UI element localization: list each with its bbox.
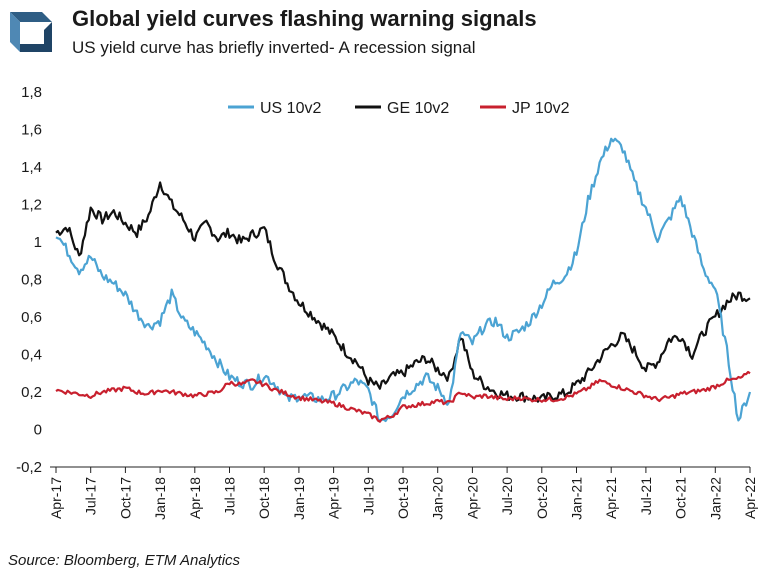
source-note: Source: Bloomberg, ETM Analytics bbox=[8, 552, 241, 569]
x-tick-label: Jan-22 bbox=[707, 477, 723, 520]
y-tick-label: -0,2 bbox=[16, 459, 42, 476]
x-tick-label: Apr-19 bbox=[326, 477, 342, 519]
y-tick-label: 0,6 bbox=[21, 309, 42, 326]
legend-label: GE 10v2 bbox=[387, 100, 449, 117]
y-tick-label: 1,2 bbox=[21, 197, 42, 214]
x-tick-label: Jul-17 bbox=[83, 477, 99, 515]
x-tick-label: Jul-19 bbox=[360, 477, 376, 515]
series-line-ge-10v2 bbox=[55, 181, 751, 403]
x-tick-label: Oct-18 bbox=[256, 477, 272, 519]
y-tick-label: 1,4 bbox=[21, 159, 42, 176]
series-line-us-10v2 bbox=[55, 137, 752, 423]
y-tick-label: 0,8 bbox=[21, 272, 42, 289]
y-tick-label: 1 bbox=[34, 234, 42, 251]
chart-subtitle: US yield curve has briefly inverted- A r… bbox=[72, 38, 476, 57]
x-tick-label: Apr-20 bbox=[464, 477, 480, 519]
y-tick-label: 1,6 bbox=[21, 122, 42, 139]
chart-title: Global yield curves flashing warning sig… bbox=[72, 6, 537, 31]
x-tick-label: Oct-17 bbox=[117, 477, 133, 519]
chart-axes: -0,2 0 0,2 0,4 0,6 0,8 1 1,2 1,4 1,6 1,8 Apr-17 Jul-… bbox=[16, 84, 758, 520]
x-tick-label: Jan-19 bbox=[291, 477, 307, 520]
series-line-jp-10v2 bbox=[55, 370, 751, 423]
x-tick-label: Oct-19 bbox=[395, 477, 411, 519]
y-tick-label: 0,4 bbox=[21, 347, 42, 364]
y-tick-label: 1,8 bbox=[21, 84, 42, 101]
line-chart: -0,2 0 0,2 0,4 0,6 0,8 1 1,2 1,4 1,6 1,8 Apr-17 Jul-… bbox=[16, 84, 758, 520]
x-tick-label: Oct-21 bbox=[673, 477, 689, 519]
x-tick-label: Jan-20 bbox=[430, 477, 446, 520]
chart-legend: US 10v2 GE 10v2 JP 10v2 bbox=[228, 100, 570, 117]
x-tick-label: Apr-17 bbox=[48, 477, 64, 519]
y-tick-label: 0 bbox=[34, 422, 42, 439]
x-tick-label: Jul-20 bbox=[499, 477, 515, 515]
legend-label: JP 10v2 bbox=[512, 100, 570, 117]
x-tick-label: Oct-20 bbox=[534, 477, 550, 519]
y-tick-label: 0,2 bbox=[21, 384, 42, 401]
chart-series bbox=[55, 137, 752, 423]
legend-label: US 10v2 bbox=[260, 100, 321, 117]
x-tick-label: Jul-18 bbox=[222, 477, 238, 515]
logo-icon bbox=[10, 12, 52, 52]
x-tick-label: Apr-22 bbox=[742, 477, 758, 519]
x-tick-label: Jan-18 bbox=[152, 477, 168, 520]
x-tick-label: Jul-21 bbox=[638, 477, 654, 515]
x-tick-label: Apr-18 bbox=[187, 477, 203, 519]
x-tick-label: Jan-21 bbox=[569, 477, 585, 520]
x-tick-label: Apr-21 bbox=[603, 477, 619, 519]
